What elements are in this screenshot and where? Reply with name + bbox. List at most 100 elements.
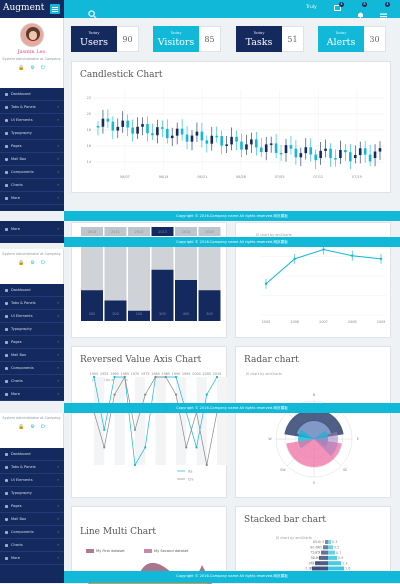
candle-body [339,149,342,158]
nav-item-tabs-panels[interactable]: Tabs & Panels › [0,461,64,474]
bar-background [128,237,150,321]
nav-item-more[interactable]: More › [0,552,64,565]
profile-power-icon[interactable]: ⏻ [40,260,45,266]
nav-item-typography[interactable]: Typography [0,323,64,336]
chevron-right-icon: › [57,313,59,318]
bar-value-label: -1.3 [307,561,314,565]
search-icon[interactable] [88,4,97,19]
nav-item-mail-box[interactable]: Mail Box › [0,153,64,166]
candle-body [299,153,303,158]
profile-lock-icon[interactable]: 🔒 [18,260,25,266]
bell-icon[interactable] [357,4,364,19]
profile-power-icon[interactable]: ⏻ [40,424,45,430]
pages-icon [5,340,8,344]
candle-body [180,128,184,135]
nav-item-typography[interactable]: Typography [0,487,64,500]
stat-card-users[interactable]: Today Users 90 [71,26,139,52]
more-icon [5,392,8,396]
candle-body [264,144,268,153]
y-tick-label: 22 [87,96,91,100]
candle-body [200,131,204,141]
nav-item-components[interactable]: Components › [0,166,64,179]
chevron-right-icon: › [57,464,59,469]
nav-item-charts[interactable]: Charts › [0,179,64,192]
x-tick-label: 07/05 [275,175,285,179]
nav-item-ui-elements[interactable]: UI Elements › [0,310,64,323]
data-point [205,463,208,467]
avatar[interactable] [19,23,44,47]
candle-body [353,155,357,158]
footer-copyright-repeat-1: Copyright © 2016.Company name All rights… [64,237,400,247]
nav-item-pages[interactable]: Pages › [0,336,64,349]
nav-item-tabs-panels[interactable]: Tabs & Panels › [0,297,64,310]
profile-power-icon[interactable]: ⏻ [40,65,45,71]
nav-item-components[interactable]: Components › [0,362,64,375]
x-tick-label: 1985 [161,372,170,376]
chevron-right-icon: › [57,555,59,560]
tasks-icon[interactable] [380,5,387,20]
nav-item-charts[interactable]: Charts › [0,539,64,552]
nav-item-components[interactable]: Components › [0,526,64,539]
nav-item-mail-box[interactable]: Mail Box › [0,349,64,362]
nav-item-dashboard[interactable]: Dashboard [0,448,64,461]
candle-body [101,118,105,127]
candle-body [136,126,139,134]
nav-item-tabs-panels[interactable]: Tabs & Panels › [0,101,64,114]
small-line-chart: 2005 2006 2007 2008 2009 [261,236,386,324]
profile-card-repeat-2: System Administrator at Company 🔒 ⚙ ⏻ [0,413,64,448]
nav-item-dashboard[interactable]: Dashboard [0,88,64,101]
nav-item-more[interactable]: More › [0,388,64,401]
data-point [351,254,354,257]
data-point [174,393,178,396]
bar-segment [312,566,328,571]
candle-body [210,135,214,144]
x-tick-label: 06/14 [159,175,169,179]
data-point [185,446,188,449]
radar-chart: NNEESESSWWNW [268,393,359,485]
nav-item-dashboard[interactable]: Dashboard [0,284,64,297]
y-tick-label: 14 [87,160,91,164]
profile-settings-icon[interactable]: ⚙ [30,260,35,266]
bar-value-label: -0.5 [315,546,322,550]
nav-item-ui-elements[interactable]: UI Elements › [0,474,64,487]
stat-card-visitors[interactable]: Today Visitors 85 [153,26,221,52]
nav-item-pages[interactable]: Pages › [0,140,64,153]
radar-axis-label: N [313,393,316,397]
bar-value-label: 1.3 [342,561,347,565]
nav-item-more[interactable]: More › [0,192,64,205]
nav-item-ui-elements[interactable]: UI Elements › [0,114,64,127]
stat-label: Users [80,37,108,48]
stat-card-alerts[interactable]: Today Alerts 30 [318,26,386,52]
more-icon [5,227,8,231]
top-bar: Augment Truly 4 8 4 [0,0,400,20]
nav-item-charts[interactable]: Charts › [0,375,64,388]
nav-item-pages[interactable]: Pages › [0,500,64,513]
message-icon[interactable] [334,5,341,11]
candlestick-chart: 22 20 18 16 14 06/07 06/14 06/21 06/28 07/05 07/12… [87,90,384,179]
footer-copyright: Copyright © 2016.Company name All rights… [64,211,400,221]
stat-card-tasks[interactable]: Today Tasks 51 [236,26,304,52]
y-tick-label: 18 [87,128,91,132]
profile-card-repeat-1: System Administrator at Company 🔒 ⚙ ⏻ [0,249,64,284]
data-point [92,375,96,379]
candle-body [334,157,337,160]
profile-settings-icon[interactable]: ⚙ [30,65,35,71]
nav-item-typography[interactable]: Typography [0,127,64,140]
user-name[interactable]: Truly [306,5,317,10]
bar-header-cell [128,227,150,236]
brand-logo[interactable]: Augment [3,3,45,13]
chevron-right-icon: › [57,529,59,534]
nav-item-mail-box[interactable]: Mail Box › [0,513,64,526]
nav-item-more-2[interactable]: More › [0,223,64,236]
x-tick-label: 06/07 [120,175,130,179]
bar-value-label: 400 [183,312,189,316]
profile-lock-icon[interactable]: 🔒 [18,424,25,430]
menu-toggle-icon[interactable] [50,4,60,14]
candle-body [314,154,317,161]
stat-value: 30 [364,26,386,52]
profile-settings-icon[interactable]: ⚙ [30,424,35,430]
radar-title: Radar chart [244,355,299,365]
profile-lock-icon[interactable]: 🔒 [18,65,25,71]
sidebar-nav: Dashboard Tabs & Panels › UI Elements › Ty… [0,88,64,211]
bar [198,290,221,321]
